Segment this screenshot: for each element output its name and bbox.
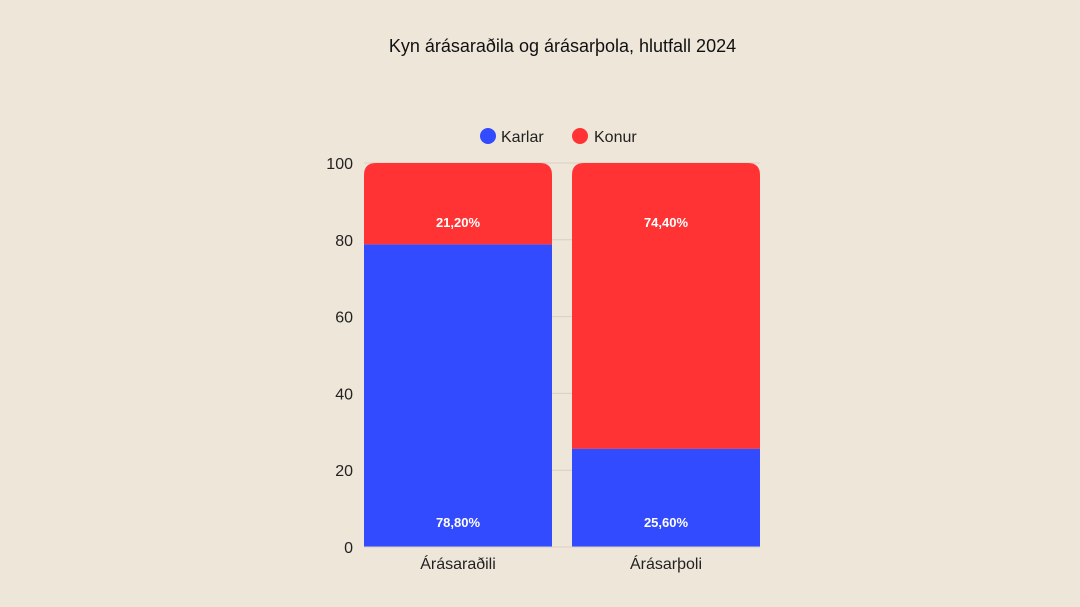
legend-label-karlar: Karlar	[501, 129, 544, 146]
data-labels: 78,80% 21,20% 25,60% 74,40%	[436, 215, 689, 530]
data-label: 25,60%	[644, 515, 689, 530]
bar-konur-1	[364, 163, 552, 245]
y-tick-label: 100	[326, 156, 353, 173]
bar-karlar-1	[364, 244, 552, 547]
data-label: 21,20%	[436, 215, 481, 230]
axes: 0 20 40 60 80 100 Árásaraðili Árásarþoli	[326, 156, 760, 573]
x-tick-label: Árásarþoli	[630, 554, 702, 573]
data-label: 78,80%	[436, 515, 481, 530]
y-tick-label: 20	[335, 463, 353, 480]
y-tick-label: 60	[335, 310, 353, 327]
x-tick-label: Árásaraðili	[420, 554, 496, 573]
bar-konur-2	[572, 163, 760, 449]
legend: Karlar Konur	[480, 128, 637, 146]
y-tick-label: 0	[344, 540, 353, 557]
y-tick-label: 80	[335, 233, 353, 250]
data-label: 74,40%	[644, 215, 689, 230]
y-tick-label: 40	[335, 386, 353, 403]
bar-karlar-2	[572, 448, 760, 547]
legend-marker-konur	[572, 128, 588, 144]
legend-marker-karlar	[480, 128, 496, 144]
bars	[364, 163, 760, 547]
legend-label-konur: Konur	[594, 129, 637, 146]
chart-title: Kyn árásaraðila og árásarþola, hlutfall …	[388, 36, 737, 56]
